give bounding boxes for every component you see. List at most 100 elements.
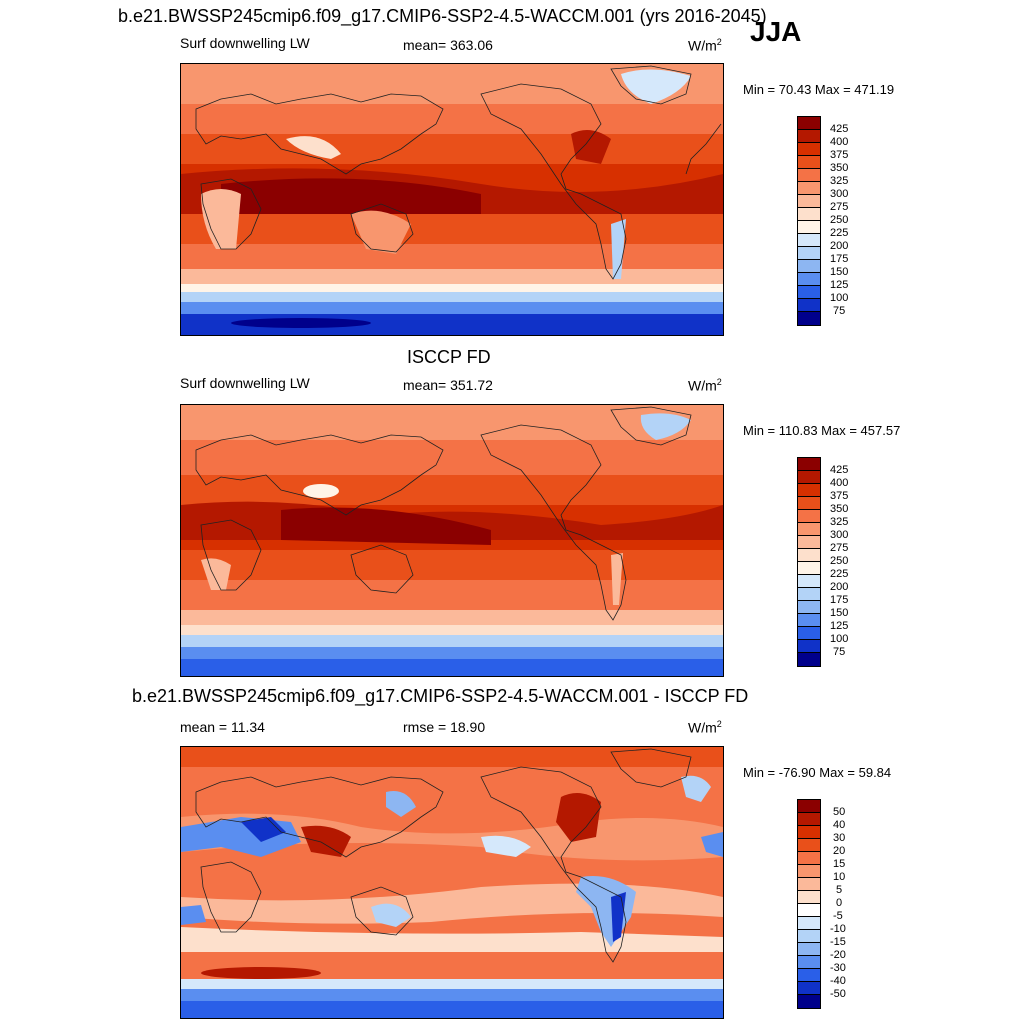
colorbar-label: 150 [830, 607, 849, 619]
colorbar-label: 300 [830, 529, 849, 541]
colorbar-swatch [798, 523, 820, 536]
panel3-mean: mean = 11.34 [180, 719, 265, 735]
colorbar-swatch [798, 286, 820, 299]
colorbar-swatch [798, 852, 820, 865]
colorbar-label: 325 [830, 516, 849, 528]
colorbar-swatch [798, 156, 820, 169]
colorbar-swatch [798, 575, 820, 588]
colorbar-swatch [798, 458, 820, 471]
panel1-units: W/m2 [688, 37, 722, 54]
colorbar-label: 400 [830, 136, 849, 148]
panel1-map-graphic [181, 64, 723, 335]
colorbar-label: 225 [830, 227, 849, 239]
colorbar-label: 20 [833, 845, 846, 857]
colorbar-label: 200 [830, 240, 849, 252]
colorbar-swatch [798, 221, 820, 234]
colorbar-swatch [798, 484, 820, 497]
colorbar-swatch [798, 497, 820, 510]
colorbar-swatch [798, 839, 820, 852]
panel2-variable: Surf downwelling LW [180, 375, 310, 391]
colorbar-swatch [798, 195, 820, 208]
colorbar-swatch [798, 627, 820, 640]
colorbar-swatch [798, 969, 820, 982]
panel3-map [180, 746, 724, 1019]
colorbar-label: 100 [830, 292, 849, 304]
panel3-minmax: Min = -76.90 Max = 59.84 [743, 765, 892, 780]
season-label: JJA [750, 16, 802, 47]
colorbar-swatch [798, 614, 820, 627]
colorbar-swatch [798, 904, 820, 917]
colorbar-swatch [798, 813, 820, 826]
colorbar-swatch [798, 917, 820, 930]
colorbar-label: 40 [833, 819, 846, 831]
colorbar-label: -5 [833, 910, 843, 922]
colorbar-label: 200 [830, 581, 849, 593]
colorbar-swatch [798, 930, 820, 943]
colorbar-swatch [798, 234, 820, 247]
colorbar-swatch [798, 299, 820, 312]
colorbar-swatch [798, 312, 820, 325]
colorbar-swatch [798, 182, 820, 195]
panel2-map-graphic [181, 405, 723, 676]
colorbar-label: 15 [833, 858, 846, 870]
colorbar-swatch [798, 260, 820, 273]
colorbar-swatch [798, 640, 820, 653]
colorbar-swatch [798, 117, 820, 130]
panel2-mean: mean= 351.72 [403, 377, 493, 393]
colorbar-label: 375 [830, 149, 849, 161]
colorbar-label: 275 [830, 542, 849, 554]
colorbar-label: 425 [830, 464, 849, 476]
colorbar-label: -15 [830, 936, 846, 948]
colorbar-swatch [798, 169, 820, 182]
colorbar-swatch [798, 943, 820, 956]
colorbar-label: -20 [830, 949, 846, 961]
colorbar-swatch [798, 653, 820, 666]
colorbar-label: 250 [830, 555, 849, 567]
colorbar-label: 50 [833, 806, 846, 818]
colorbar-swatch [798, 130, 820, 143]
colorbar-label: -50 [830, 988, 846, 1000]
colorbar-label: 125 [830, 620, 849, 632]
colorbar-label: 175 [830, 594, 849, 606]
colorbar-swatch [798, 536, 820, 549]
colorbar-swatch [798, 995, 820, 1008]
panel1-title: b.e21.BWSSP245cmip6.f09_g17.CMIP6-SSP2-4… [118, 6, 767, 26]
panel2-units: W/m2 [688, 377, 722, 394]
panel3-colorbar [797, 799, 821, 1009]
colorbar-swatch [798, 956, 820, 969]
colorbar-label: 375 [830, 490, 849, 502]
colorbar-label: 275 [830, 201, 849, 213]
colorbar-label: 300 [830, 188, 849, 200]
colorbar-swatch [798, 247, 820, 260]
panel1-colorbar [797, 116, 821, 326]
panel1-minmax: Min = 70.43 Max = 471.19 [743, 82, 895, 97]
panel2-title: ISCCP FD [407, 347, 491, 367]
colorbar-swatch [798, 865, 820, 878]
panel1-variable: Surf downwelling LW [180, 35, 310, 51]
colorbar-label: 5 [836, 884, 843, 896]
colorbar-swatch [798, 510, 820, 523]
colorbar-label: 125 [830, 279, 849, 291]
panel3-map-graphic [181, 747, 723, 1018]
colorbar-swatch [798, 601, 820, 614]
colorbar-swatch [798, 549, 820, 562]
colorbar-label: 425 [830, 123, 849, 135]
colorbar-label: 325 [830, 175, 849, 187]
colorbar-swatch [798, 562, 820, 575]
colorbar-label: -40 [830, 975, 846, 987]
colorbar-swatch [798, 143, 820, 156]
panel3-title: b.e21.BWSSP245cmip6.f09_g17.CMIP6-SSP2-4… [132, 686, 749, 706]
colorbar-swatch [798, 471, 820, 484]
colorbar-swatch [798, 982, 820, 995]
colorbar-label: 0 [836, 897, 843, 909]
colorbar-label: 250 [830, 214, 849, 226]
colorbar-label: 150 [830, 266, 849, 278]
colorbar-label: 350 [830, 503, 849, 515]
panel2-map [180, 404, 724, 677]
colorbar-label: 400 [830, 477, 849, 489]
panel3-units: W/m2 [688, 719, 722, 736]
panel2-colorbar [797, 457, 821, 667]
colorbar-swatch [798, 208, 820, 221]
colorbar-swatch [798, 891, 820, 904]
panel2-minmax: Min = 110.83 Max = 457.57 [743, 423, 901, 438]
